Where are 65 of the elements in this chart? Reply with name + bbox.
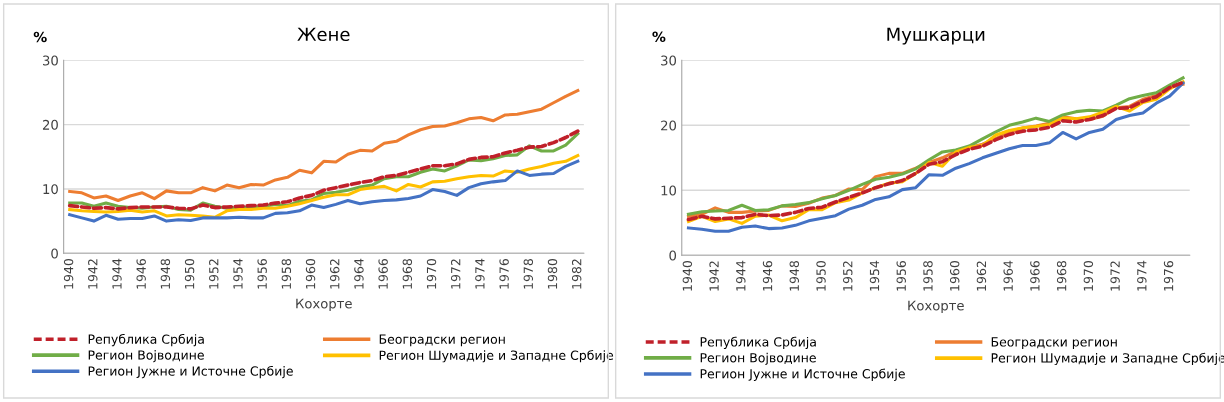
legend-label: Регион Шумадије и Западне Србије (379, 350, 614, 363)
x-tick-label: 1948 (160, 258, 171, 289)
x-tick-label: 1974 (475, 258, 485, 289)
x-tick-label: 1978 (523, 258, 534, 289)
x-tick-label: 1954 (233, 258, 243, 289)
legend-label: Београдски регион (379, 334, 505, 347)
y-tick-label: 10 (43, 184, 58, 195)
x-tick-label: 1946 (762, 260, 773, 291)
y-tick-label: 10 (661, 185, 677, 196)
x-tick-label: 1952 (209, 259, 219, 289)
x-tick-label: 1944 (736, 260, 746, 291)
x-tick-label: 1940 (63, 258, 74, 289)
legend-label: Регион Војводине (88, 350, 204, 363)
x-tick-label: 1966 (1030, 260, 1040, 291)
x-tick-label: 1964 (354, 258, 364, 289)
x-tick-label: 1950 (816, 260, 826, 291)
legend-label: Република Србија (700, 336, 816, 350)
x-tick-label: 1976 (499, 258, 509, 289)
x-tick-label: 1982 (571, 259, 582, 289)
x-tick-label: 1958 (281, 258, 292, 289)
x-tick-label: 1972 (450, 259, 461, 289)
line-series (68, 89, 580, 203)
y-axis-title: % (652, 31, 666, 43)
y-tick-label: 0 (51, 248, 58, 259)
x-tick-label: 1948 (789, 260, 800, 291)
y-axis-title: % (33, 31, 47, 43)
legend-label: Регион Јужне и Источне Србије (88, 365, 293, 379)
x-tick-label: 1970 (426, 258, 437, 289)
x-tick-label: 1952 (843, 261, 853, 291)
x-axis-title: Кохорте (908, 300, 964, 314)
x-tick-label: 1958 (923, 260, 933, 291)
x-tick-label: 1942 (709, 261, 719, 291)
x-tick-label: 1972 (1110, 261, 1120, 291)
x-tick-label: 1966 (378, 258, 388, 289)
x-tick-label: 1970 (1083, 260, 1094, 291)
y-tick-label: 20 (661, 120, 677, 131)
y-tick-label: 30 (43, 55, 58, 66)
x-tick-label: 1946 (136, 258, 146, 289)
chart-title: Жене (297, 27, 350, 42)
x-tick-label: 1956 (257, 258, 267, 289)
x-tick-label: 1962 (330, 259, 340, 289)
x-tick-label: 1968 (1056, 260, 1067, 291)
x-tick-label: 1942 (88, 259, 98, 289)
legend-label: Република Србија (88, 333, 204, 347)
x-tick-label: 1976 (1163, 260, 1174, 291)
chart-title: Мушкарци (887, 27, 985, 45)
x-tick-label: 1956 (896, 260, 906, 291)
x-tick-label: 1960 (305, 258, 316, 289)
x-tick-label: 1940 (682, 260, 693, 291)
x-tick-label: 1964 (1003, 260, 1013, 291)
legend-label: Регион Војводине (700, 352, 816, 365)
y-tick-label: 0 (669, 250, 677, 261)
legend-label: Београдски регион (991, 337, 1117, 350)
y-tick-label: 30 (661, 55, 677, 66)
x-axis-title: Кохорте (296, 298, 352, 312)
x-tick-label: 1950 (184, 258, 195, 289)
x-tick-label: 1980 (547, 258, 558, 289)
x-tick-label: 1974 (1137, 260, 1147, 291)
x-tick-label: 1954 (869, 260, 880, 291)
x-tick-label: 1944 (112, 258, 122, 289)
y-tick-label: 20 (42, 119, 58, 130)
x-tick-label: 1960 (949, 260, 960, 291)
x-tick-label: 1962 (976, 261, 987, 291)
x-tick-label: 1968 (402, 258, 413, 289)
legend-label: Регион Јужне и Источне Србије (700, 368, 905, 381)
